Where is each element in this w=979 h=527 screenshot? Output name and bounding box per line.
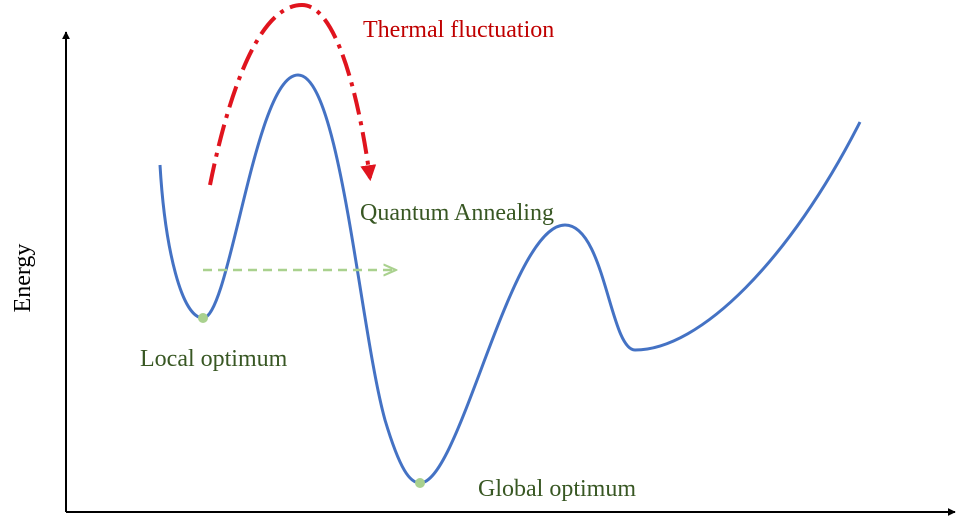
thermal-fluctuation-arrow bbox=[208, 2, 377, 186]
global-optimum-point bbox=[415, 478, 425, 488]
global-optimum-label: Global optimum bbox=[478, 476, 636, 502]
local-optimum-point bbox=[198, 313, 208, 323]
local-optimum-label: Local optimum bbox=[140, 346, 288, 372]
thermal-fluctuation-label: Thermal fluctuation bbox=[363, 17, 554, 43]
energy-curve bbox=[158, 73, 862, 485]
y-axis-label: Energy bbox=[10, 244, 36, 313]
quantum-annealing-label: Quantum Annealing bbox=[360, 200, 554, 226]
